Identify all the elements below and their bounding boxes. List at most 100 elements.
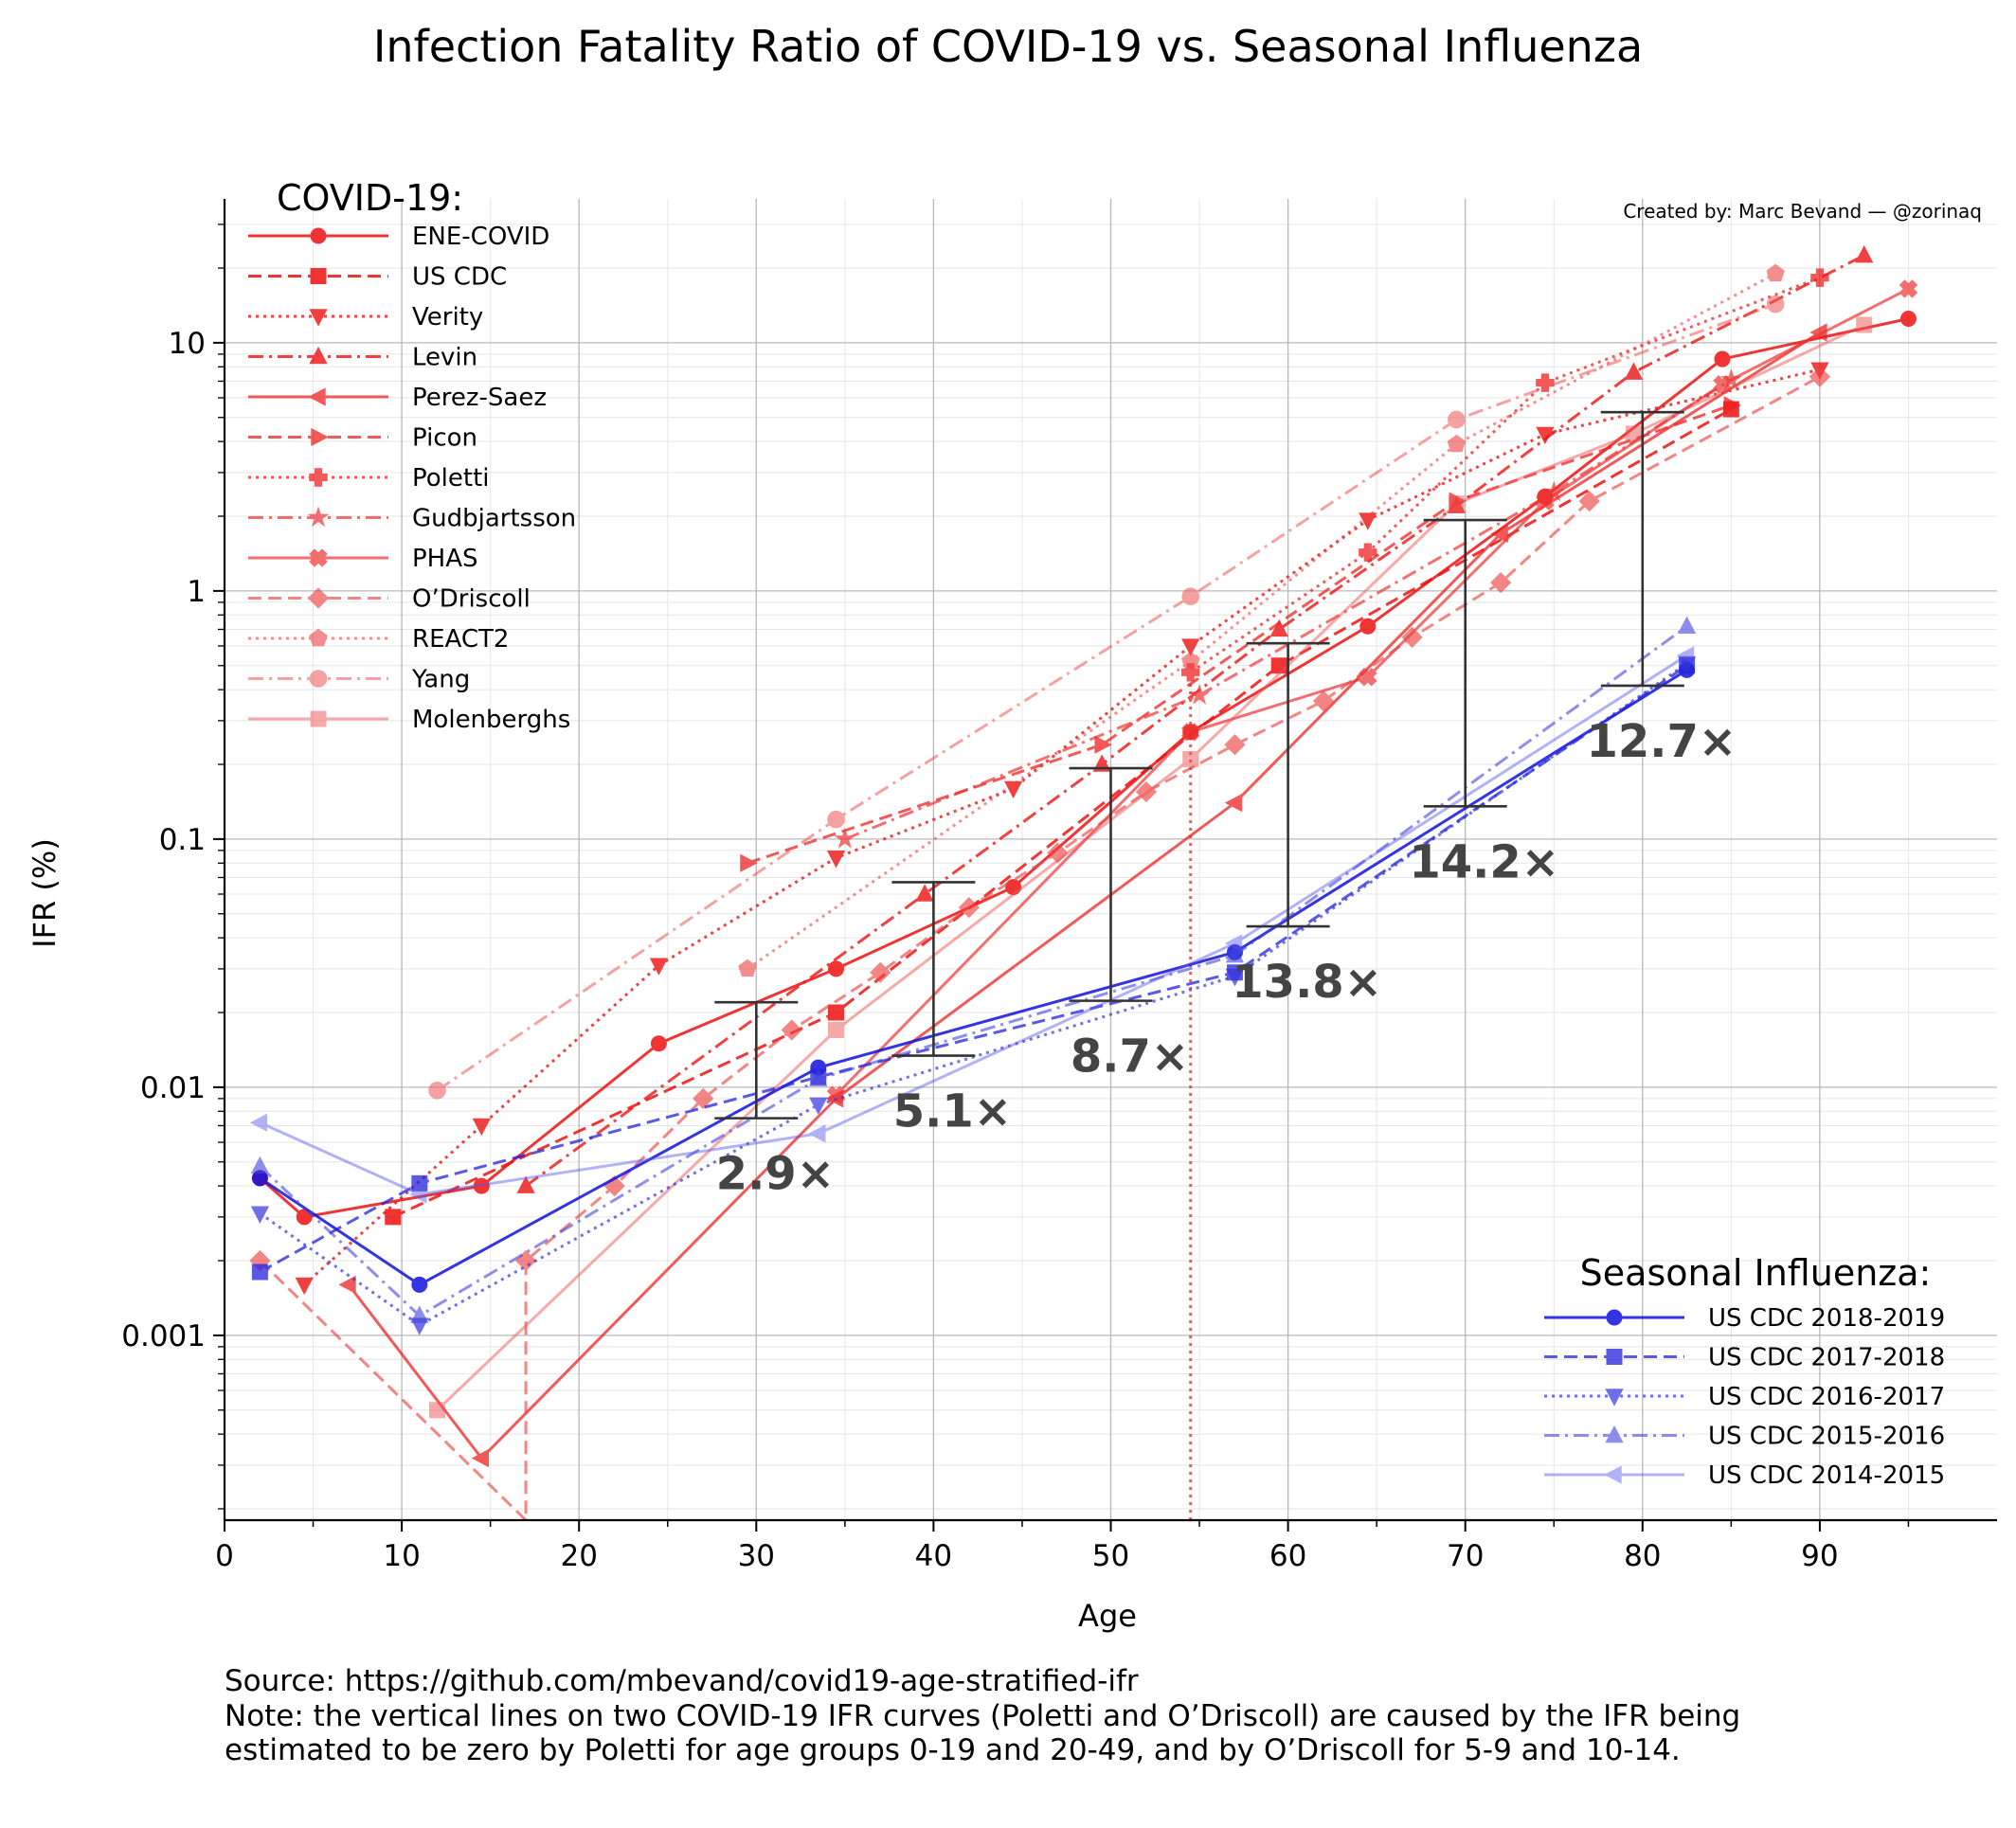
x-tick-label: 80	[1624, 1539, 1661, 1573]
data-point	[649, 958, 669, 976]
data-point	[826, 851, 846, 869]
legend-label: Perez-Saez	[412, 384, 547, 412]
x-tick-label: 30	[738, 1539, 775, 1573]
legend-entry-react2	[248, 628, 388, 647]
legend-entry-yang	[248, 670, 388, 688]
data-point	[385, 1209, 402, 1226]
data-point	[1180, 723, 1200, 742]
legend-marker	[1606, 1309, 1623, 1326]
legend-label: PHAS	[412, 545, 478, 573]
series-perez-saez	[338, 323, 1827, 1468]
legend-marker	[309, 670, 328, 688]
ratio-label: 2.9×	[716, 1148, 835, 1201]
ratio-label: 5.1×	[893, 1085, 1012, 1138]
legend-label: Gudbjartsson	[412, 505, 576, 533]
data-point	[251, 1263, 268, 1281]
legend-entry-o-driscoll	[248, 587, 388, 609]
data-point	[1809, 366, 1831, 387]
data-point	[1766, 295, 1785, 314]
data-point	[1181, 587, 1199, 606]
data-point	[1578, 491, 1600, 512]
data-point	[958, 897, 980, 919]
data-point	[409, 1185, 427, 1204]
data-point	[1224, 793, 1243, 813]
series-us-cdc-2014-2015	[249, 646, 1695, 1204]
legend-marker	[309, 346, 328, 365]
data-point	[1490, 524, 1508, 544]
ratio-label: 13.8×	[1232, 956, 1382, 1009]
data-point	[411, 1174, 428, 1192]
data-point	[827, 960, 844, 977]
data-point	[1225, 944, 1245, 963]
legend-entry-us-cdc-2015-2016	[1544, 1425, 1684, 1443]
legend-marker	[308, 387, 326, 406]
x-tick-label: 10	[383, 1539, 420, 1573]
series-o-driscoll	[249, 366, 1831, 1522]
x-tick-label: 20	[560, 1539, 597, 1573]
x-tick-label: 60	[1269, 1539, 1306, 1573]
ratio-bar: 2.9×	[714, 1000, 835, 1201]
x-tick-label: 50	[1092, 1539, 1129, 1573]
y-tick-label: 10	[169, 327, 206, 361]
data-point	[1447, 434, 1467, 453]
data-point	[428, 1082, 446, 1100]
data-point	[1677, 616, 1697, 634]
legend-marker	[310, 268, 327, 284]
legend-marker	[311, 427, 329, 447]
y-tick-label: 0.1	[159, 823, 206, 857]
data-point	[1224, 734, 1246, 756]
legend-entry-us-cdc-2017-2018	[1544, 1349, 1684, 1365]
y-tick-label: 1	[187, 575, 206, 609]
series-poletti	[1180, 268, 1829, 1520]
ratio-bars: 2.9× 5.1× 8.7× 13.8× 14.2× 12.7×	[714, 410, 1737, 1201]
data-point	[740, 853, 758, 872]
legend-covid: COVID-19: ENE-COVID US CDC Verity Levin Perez…	[248, 177, 576, 734]
data-point	[473, 1177, 490, 1194]
data-point	[1003, 780, 1023, 799]
legend-label: US CDC 2018-2019	[1708, 1304, 1945, 1333]
legend-label: US CDC 2016-2017	[1708, 1383, 1945, 1411]
data-point	[250, 1206, 270, 1224]
data-point	[693, 1087, 714, 1109]
footer-source: Source: https://github.com/mbevand/covid…	[225, 1664, 1139, 1698]
legend-marker	[309, 468, 328, 487]
legend-marker	[309, 309, 328, 327]
data-point	[827, 1022, 844, 1039]
legend-marker	[310, 227, 327, 244]
data-point	[1182, 750, 1199, 767]
data-point	[1180, 652, 1200, 670]
x-tick-label: 40	[915, 1539, 952, 1573]
series-line-us-cdc-2014-2015	[259, 654, 1688, 1196]
y-axis-label: IFR (%)	[27, 838, 63, 948]
legend-entry-us-cdc-2018-2019	[1544, 1309, 1684, 1326]
legend-marker	[310, 710, 327, 727]
series-line-react2	[747, 272, 1776, 971]
series-verity	[295, 362, 1829, 1296]
legend-title: COVID-19:	[277, 177, 463, 219]
data-point	[1224, 934, 1243, 953]
series-line-us-cdc-2017-2018	[259, 664, 1688, 1274]
legend-marker	[307, 587, 330, 609]
data-point	[738, 959, 757, 977]
data-point	[1766, 263, 1785, 282]
x-tick-label: 0	[215, 1539, 234, 1573]
data-point	[1448, 410, 1466, 429]
series-react2	[738, 263, 1785, 977]
series-line-phas	[835, 287, 1910, 1097]
legend-marker	[1605, 1425, 1624, 1443]
data-point	[808, 1124, 826, 1143]
data-point	[1047, 842, 1069, 864]
footer-note-line-2: estimated to be zero by Poletti for age …	[225, 1733, 1681, 1767]
footer-note-line-1: Note: the vertical lines on two COVID-19…	[225, 1699, 1740, 1733]
data-point	[1359, 543, 1377, 562]
legend-entry-verity	[248, 309, 388, 327]
legend-label: US CDC 2014-2015	[1708, 1461, 1945, 1490]
legend-label: O’Driscoll	[412, 585, 531, 614]
legend-entry-us-cdc	[248, 268, 388, 284]
legend-entry-phas	[248, 548, 388, 567]
data-point	[1625, 425, 1642, 442]
legend-entry-molenberghs	[248, 710, 388, 727]
legend-marker	[1605, 1389, 1624, 1407]
x-tick-label: 90	[1801, 1539, 1838, 1573]
x-axis-label: Age	[1078, 1598, 1137, 1634]
